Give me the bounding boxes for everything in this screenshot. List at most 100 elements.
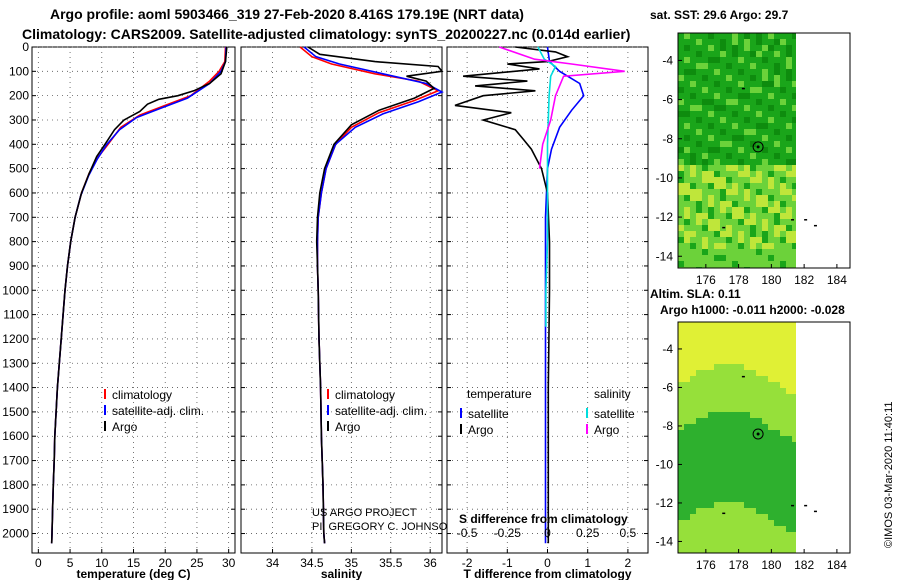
- map-cell: [750, 129, 756, 135]
- map-cell: [708, 189, 714, 195]
- depth-tick-label: 1400: [2, 381, 29, 395]
- map-cell: [678, 33, 684, 39]
- map-cell: [720, 69, 726, 75]
- map-cell: [726, 490, 732, 496]
- map-cell: [714, 39, 720, 45]
- map-cell: [750, 400, 756, 406]
- map-cell: [702, 195, 708, 201]
- map-cell: [708, 526, 714, 532]
- map-cell: [756, 394, 762, 400]
- s-difference-axis-label: S difference from climatology: [459, 512, 628, 526]
- map-cell: [696, 484, 702, 490]
- map-cell: [738, 243, 744, 249]
- map-cell: [732, 490, 738, 496]
- map-cell: [684, 141, 690, 147]
- map-cell: [678, 261, 684, 267]
- map-cell: [780, 526, 786, 532]
- map-cell: [720, 147, 726, 153]
- map-cell: [720, 472, 726, 478]
- map-cell: [684, 231, 690, 237]
- map-cell: [696, 111, 702, 117]
- map-cell: [792, 69, 796, 75]
- map-cell: [744, 213, 750, 219]
- temperature-x-tick-label: 15: [127, 556, 141, 570]
- legend-label: climatology: [335, 388, 395, 402]
- map-cell: [684, 129, 690, 135]
- map-cell: [684, 255, 690, 261]
- map-cell: [780, 201, 786, 207]
- map-cell: [696, 508, 702, 514]
- map-cell: [792, 87, 796, 93]
- s-difference-tick-label: 0: [544, 526, 551, 540]
- map-cell: [678, 328, 684, 334]
- salinity-x-tick-label: 36: [423, 556, 437, 570]
- map-cell: [702, 406, 708, 412]
- map-cell: [708, 334, 714, 340]
- map-cell: [744, 69, 750, 75]
- map-cell: [780, 448, 786, 454]
- map-cell: [786, 261, 792, 267]
- map-cell: [768, 123, 774, 129]
- map-cell: [696, 496, 702, 502]
- map-cell: [744, 388, 750, 394]
- map-cell: [738, 460, 744, 466]
- map-cell: [732, 231, 738, 237]
- map-cell: [732, 93, 738, 99]
- map-cell: [750, 412, 756, 418]
- map-cell: [702, 352, 708, 358]
- map-cell: [714, 249, 720, 255]
- map-cell: [756, 87, 762, 93]
- map-cell: [738, 255, 744, 261]
- map-cell: [744, 81, 750, 87]
- map-cell: [678, 93, 684, 99]
- map-cell: [774, 117, 780, 123]
- map-cell: [786, 412, 792, 418]
- map-cell: [768, 334, 774, 340]
- map-cell: [678, 496, 684, 502]
- map-cell: [768, 394, 774, 400]
- map-cell: [696, 135, 702, 141]
- s-difference-tick-label: 0.5: [620, 526, 637, 540]
- map-cell: [702, 141, 708, 147]
- map-cell: [720, 418, 726, 424]
- map-cell: [678, 177, 684, 183]
- map-cell: [708, 328, 714, 334]
- map-cell: [720, 550, 726, 553]
- map-cell: [750, 418, 756, 424]
- depth-tick-label: 1000: [2, 283, 29, 297]
- map-cell: [756, 520, 762, 526]
- map-cell: [678, 171, 684, 177]
- map-cell: [678, 243, 684, 249]
- map-cell: [762, 57, 768, 63]
- map-cell: [750, 87, 756, 93]
- map-cell: [684, 63, 690, 69]
- map-cell: [684, 99, 690, 105]
- map-cell: [774, 171, 780, 177]
- map-cell: [738, 69, 744, 75]
- map-cell: [720, 63, 726, 69]
- map-cell: [732, 249, 738, 255]
- map-cell: [768, 460, 774, 466]
- map-cell: [696, 141, 702, 147]
- map-cell: [690, 99, 696, 105]
- map-cell: [786, 466, 792, 472]
- map-cell: [696, 352, 702, 358]
- map-cell: [786, 478, 792, 484]
- map-cell: [690, 81, 696, 87]
- map-cell: [720, 526, 726, 532]
- map-cell: [720, 346, 726, 352]
- map-cell: [696, 358, 702, 364]
- map-cell: [708, 448, 714, 454]
- map-cell: [774, 75, 780, 81]
- map-cell: [708, 436, 714, 442]
- map-cell: [738, 352, 744, 358]
- map-cell: [762, 394, 768, 400]
- map-cell: [726, 520, 732, 526]
- map-cell: [786, 394, 792, 400]
- figure-title-line2: Climatology: CARS2009. Satellite-adjuste…: [22, 26, 631, 42]
- map-cell: [684, 39, 690, 45]
- map-cell: [792, 400, 796, 406]
- map-cell: [732, 520, 738, 526]
- map-cell: [720, 370, 726, 376]
- map-cell: [732, 165, 738, 171]
